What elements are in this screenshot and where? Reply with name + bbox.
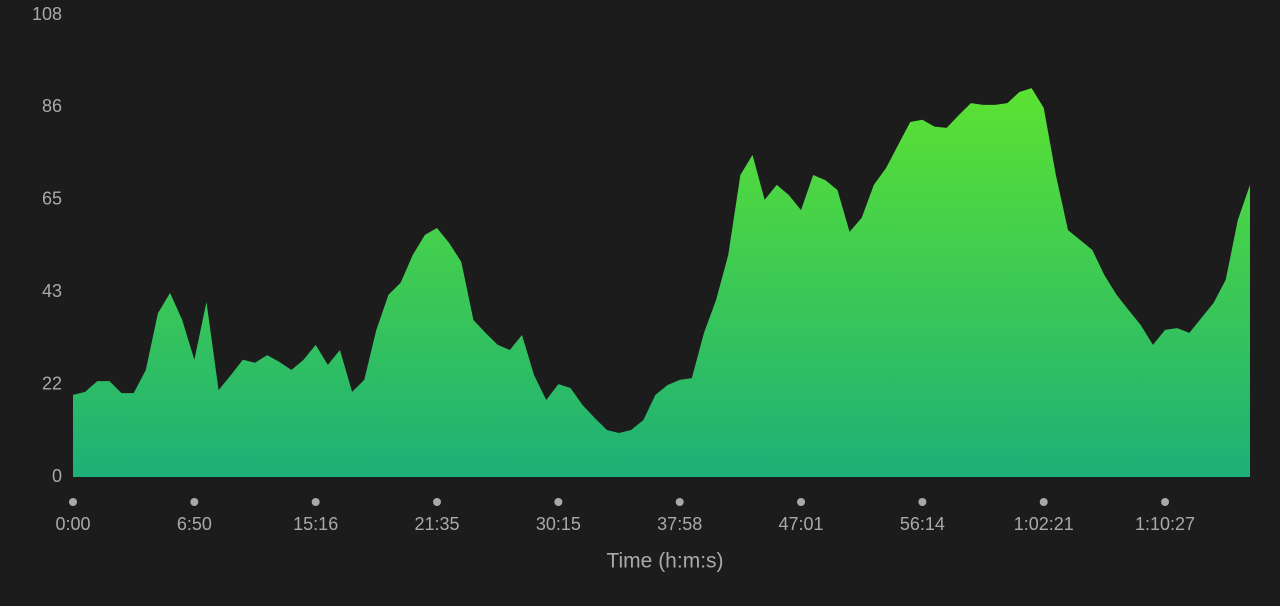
x-tick-label: 0:00 [55, 514, 90, 534]
x-tick-dot [918, 498, 927, 506]
y-tick-label: 86 [42, 96, 62, 116]
x-tick-label: 1:10:27 [1135, 514, 1195, 534]
x-axis-title: Time (h:m:s) [606, 550, 723, 573]
x-tick-dot [1039, 498, 1048, 506]
x-tick-label: 56:14 [900, 514, 945, 534]
x-tick-dot [311, 498, 320, 506]
x-tick-dot [675, 498, 684, 506]
y-tick-label: 22 [42, 373, 62, 393]
x-tick-label: 30:15 [536, 514, 581, 534]
y-tick-label: 108 [32, 4, 62, 24]
x-tick-label: 37:58 [657, 514, 702, 534]
y-tick-label: 43 [42, 281, 62, 301]
x-tick-dot [554, 498, 563, 506]
x-tick-label: 47:01 [779, 514, 824, 534]
x-tick-label: 1:02:21 [1014, 514, 1074, 534]
x-tick-dot [69, 498, 77, 506]
x-tick-label: 6:50 [177, 514, 212, 534]
x-tick-dot [797, 498, 806, 506]
x-tick-dot [1161, 498, 1170, 506]
y-tick-label: 0 [52, 466, 62, 486]
x-tick-dot [190, 498, 199, 506]
x-tick-dot [433, 498, 442, 506]
area [73, 88, 1250, 478]
x-tick-label: 15:16 [293, 514, 338, 534]
y-tick-label: 65 [42, 189, 62, 209]
x-tick-label: 21:35 [414, 514, 459, 534]
